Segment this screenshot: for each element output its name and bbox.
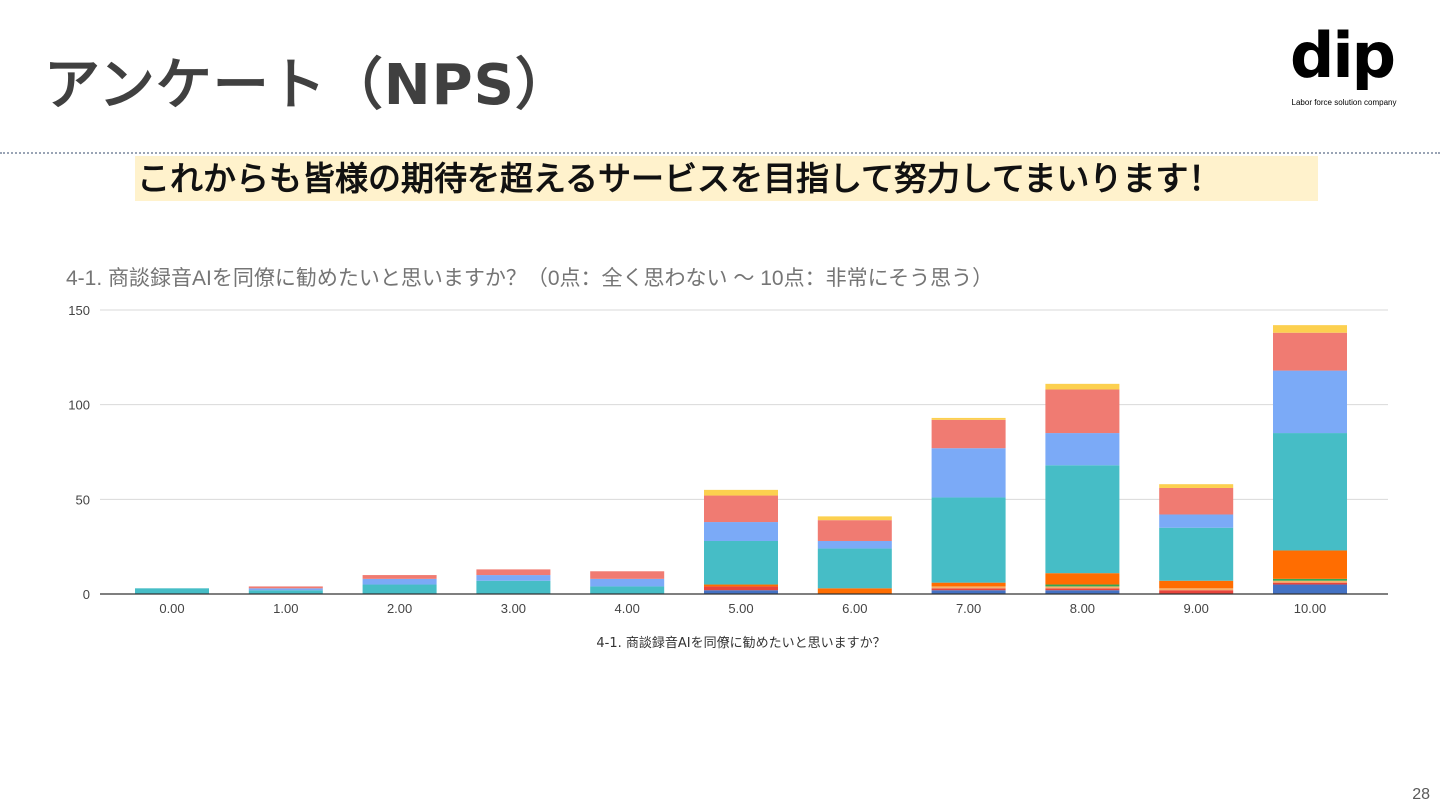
bar-segment [704, 495, 778, 523]
bar-segment [1159, 588, 1234, 591]
bar-segment [704, 522, 778, 541]
dotted-divider [0, 152, 1440, 154]
bar-segment [704, 584, 778, 587]
bar-segment [590, 571, 665, 579]
bar-segment [1159, 580, 1234, 589]
bar-segment [931, 417, 1006, 420]
bar-segment [817, 520, 892, 541]
bar-segment [1273, 584, 1347, 594]
bar-segment [931, 582, 1006, 587]
bar-segment [476, 569, 551, 576]
logo-tagline: Labor force solution company [1291, 98, 1397, 107]
bar-segment [704, 590, 778, 594]
bar-segment [1045, 389, 1120, 434]
bar-segment [704, 540, 778, 585]
x-tick-label: 7.00 [956, 601, 981, 616]
bar-segment [931, 497, 1006, 583]
bar-segment [1273, 582, 1347, 585]
slide-title: アンケート（NPS） [44, 53, 573, 118]
x-tick-label: 5.00 [728, 601, 753, 616]
bar-segment [1045, 573, 1120, 585]
chart-title: 4-1. 商談録音AIを同僚に勧めたいと思いますか？（0点：全く思わない 〜 1… [66, 267, 994, 290]
bar-segment [1045, 590, 1120, 594]
bar-segment [1045, 584, 1120, 587]
bar-segment [931, 586, 1006, 589]
bar-segment [704, 586, 778, 591]
bar-segment [135, 588, 209, 594]
y-tick-label: 100 [68, 398, 90, 413]
bar-segment [476, 580, 551, 594]
dip-logo: dip Labor force solution company [1278, 20, 1410, 112]
bar-segment [362, 578, 437, 585]
bar-segment [248, 588, 323, 591]
page-number: 28 [1412, 786, 1430, 803]
x-axis-label: 4-1. 商談録音AIを同僚に勧めたいと思いますか？ [596, 635, 885, 651]
bar-segment [1273, 550, 1347, 579]
bar-segment [931, 590, 1006, 594]
bar-segment [1273, 580, 1347, 583]
bar-segment [1273, 332, 1347, 371]
bar-segment [1273, 578, 1347, 581]
bar-segment [931, 448, 1006, 498]
bar-segment [817, 540, 892, 549]
bar-segment [476, 575, 551, 581]
bar-segment [1273, 370, 1347, 434]
y-tick-label: 150 [68, 303, 90, 318]
bar-segment [817, 548, 892, 589]
x-tick-label: 8.00 [1070, 601, 1095, 616]
x-tick-label: 1.00 [273, 601, 298, 616]
bar-segment [1159, 484, 1234, 488]
y-tick-label: 0 [83, 587, 90, 602]
bar-segment [590, 586, 665, 594]
bar-segment [817, 588, 892, 594]
bar-segment [1045, 383, 1120, 390]
x-tick-label: 6.00 [842, 601, 867, 616]
y-tick-label: 50 [76, 492, 90, 507]
bar-segment [248, 590, 323, 594]
bar-segment [1045, 433, 1120, 466]
bar-segment [1273, 433, 1347, 551]
bar-segment [362, 575, 437, 579]
bar-segment [1273, 325, 1347, 333]
bar-segment [362, 584, 437, 594]
bar-segment [931, 419, 1006, 449]
x-tick-label: 10.00 [1294, 601, 1327, 616]
x-tick-label: 9.00 [1184, 601, 1209, 616]
bar-segment [1159, 590, 1234, 594]
x-tick-label: 4.00 [615, 601, 640, 616]
bar-segment [1159, 527, 1234, 581]
bar-segment [1159, 514, 1234, 528]
bar-segment [590, 578, 665, 587]
bar-segment [817, 516, 892, 521]
logo-wordmark: dip [1290, 19, 1396, 92]
bar-segment [1045, 588, 1120, 591]
x-tick-label: 3.00 [501, 601, 526, 616]
bar-segment [1045, 465, 1120, 574]
bar-segment [248, 586, 323, 589]
bar-segment [1159, 487, 1234, 515]
bar-segment [1045, 586, 1120, 589]
bar-segment [704, 489, 778, 496]
highlight-tagline: これからも皆様の期待を超えるサービスを目指して努力してまいります！ [135, 156, 1318, 201]
x-tick-label: 0.00 [159, 601, 184, 616]
bar-segment [931, 588, 1006, 591]
x-tick-label: 2.00 [387, 601, 412, 616]
